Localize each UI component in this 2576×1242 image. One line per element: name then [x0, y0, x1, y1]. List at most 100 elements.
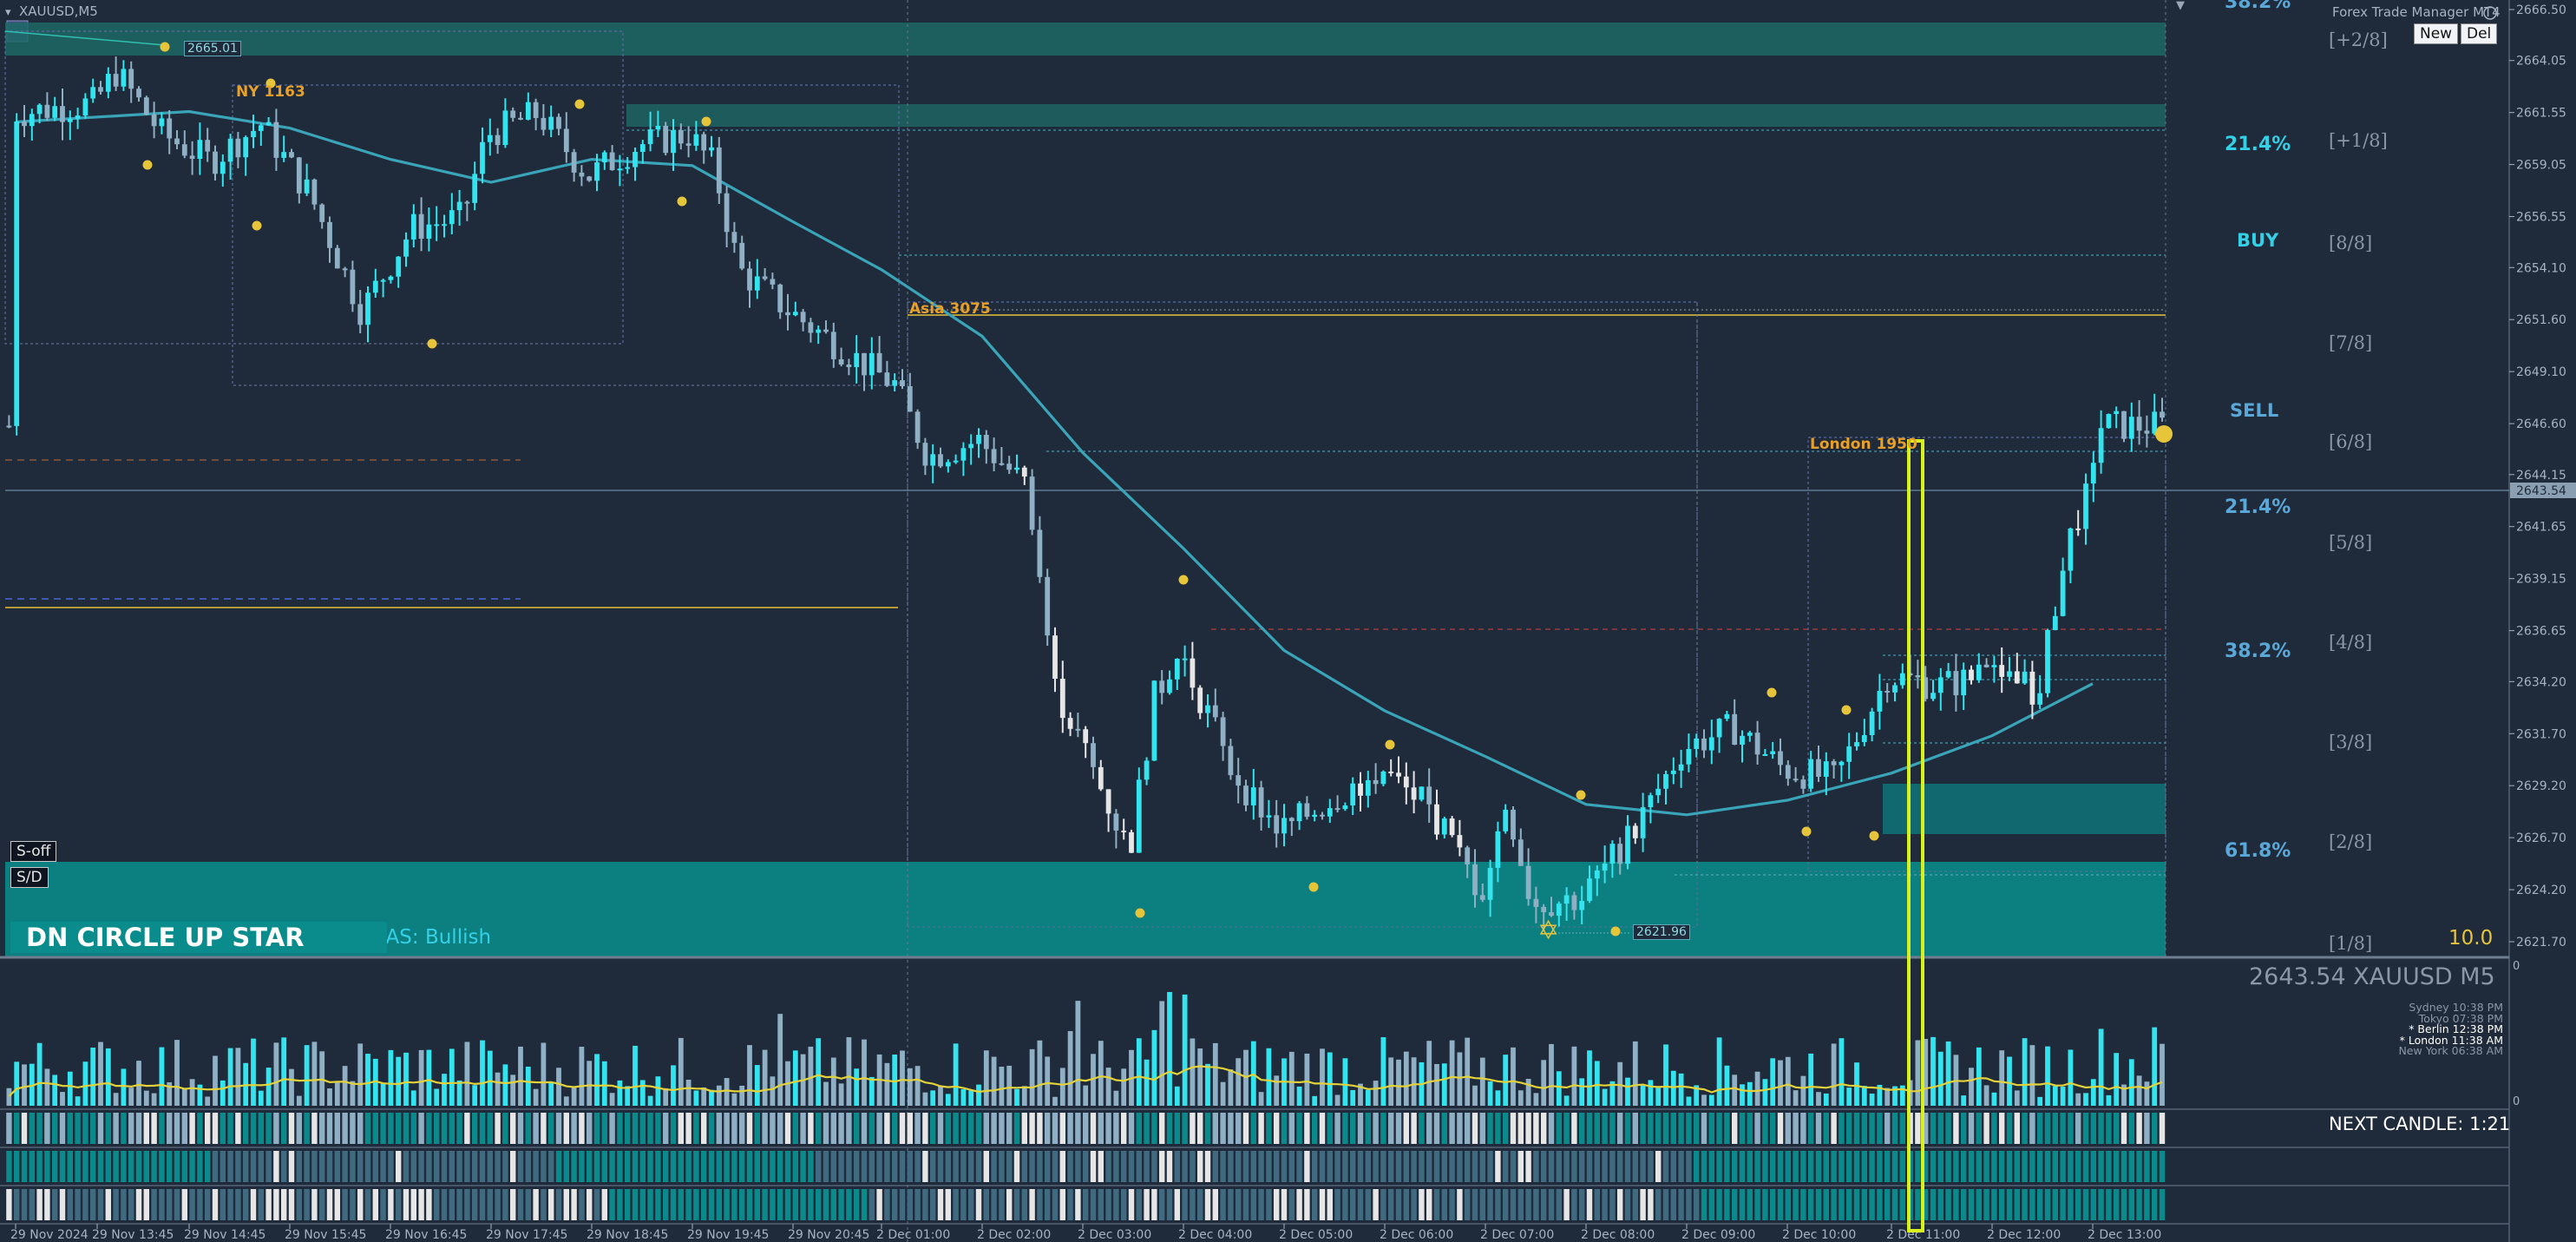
- indicator-cell: [731, 1189, 737, 1220]
- indicator-cell: [1457, 1151, 1463, 1182]
- candle: [1236, 775, 1242, 786]
- indicator-cell: [1037, 1151, 1043, 1182]
- indicator-cell: [1357, 1113, 1364, 1144]
- indicator-cell: [587, 1113, 593, 1144]
- murrey-level-label: [1/8]: [2329, 933, 2373, 954]
- volume-bar: [1517, 1090, 1524, 1106]
- indicator-cell: [1754, 1151, 1760, 1182]
- sd-button[interactable]: S/D: [10, 867, 49, 888]
- volume-bar: [2152, 1027, 2158, 1106]
- candle: [403, 239, 409, 257]
- indicator-cell: [1968, 1189, 1975, 1220]
- volume-bar: [2114, 1053, 2120, 1106]
- volume-bar: [2045, 1046, 2050, 1106]
- volume-bar: [1021, 1086, 1027, 1106]
- volume-bar: [1296, 1086, 1302, 1106]
- del-button[interactable]: Del: [2461, 23, 2498, 44]
- indicator-cell: [1128, 1189, 1135, 1220]
- volume-bar: [1190, 1038, 1196, 1106]
- indicator-cell: [97, 1189, 104, 1220]
- fractal-dot: [252, 220, 262, 231]
- indicator-cell: [1281, 1113, 1288, 1144]
- volume-bar: [60, 1092, 65, 1106]
- indicator-cell: [388, 1113, 394, 1144]
- indicator-cell: [1350, 1151, 1356, 1182]
- volume-bar: [1740, 1084, 1745, 1106]
- indicator-cell: [1937, 1189, 1943, 1220]
- indicator-cell: [372, 1151, 378, 1182]
- candle: [1274, 815, 1280, 834]
- candle: [1205, 705, 1210, 713]
- indicator-cell: [1853, 1151, 1860, 1182]
- indicator-cell: [1877, 1151, 1883, 1182]
- volume-bar: [587, 1061, 593, 1106]
- candle: [128, 69, 134, 89]
- indicator-cell: [1686, 1113, 1692, 1144]
- indicator-cell: [1999, 1189, 2005, 1220]
- indicator-cell: [350, 1151, 356, 1182]
- volume-bar: [1511, 1047, 1516, 1106]
- volume-bar: [472, 1085, 478, 1106]
- window-title: XAUUSD,M5: [19, 3, 98, 19]
- candle: [1250, 787, 1256, 805]
- volume-bar: [151, 1093, 157, 1106]
- indicator-cell: [1747, 1189, 1753, 1220]
- indicator-cell: [2114, 1151, 2120, 1182]
- volume-bar: [518, 1046, 523, 1106]
- indicator-cell: [1754, 1113, 1760, 1144]
- indicator-cell: [739, 1113, 745, 1144]
- candle: [410, 214, 416, 240]
- indicator-cell: [1220, 1151, 1226, 1182]
- indicator-cell: [1304, 1189, 1310, 1220]
- indicator-cell: [1281, 1189, 1288, 1220]
- candle: [388, 276, 394, 280]
- price-axis[interactable]: 2666.502664.052661.552659.052656.552654.…: [2509, 3, 2576, 950]
- dropdown-arrow-icon[interactable]: ▾: [5, 6, 11, 19]
- volume-axis-top: 0: [2513, 960, 2520, 973]
- candle: [1449, 818, 1455, 836]
- volume-bar: [1839, 1038, 1845, 1106]
- indicator-cell: [1136, 1113, 1142, 1144]
- indicator-cell: [739, 1189, 745, 1220]
- candle: [1670, 770, 1676, 774]
- candle: [1258, 787, 1264, 818]
- indicator-cell: [1449, 1189, 1455, 1220]
- indicator-cell: [82, 1189, 88, 1220]
- indicator-cell: [1449, 1151, 1455, 1182]
- indicator-cell: [2037, 1151, 2043, 1182]
- indicator-cell: [1602, 1151, 1608, 1182]
- info-icon[interactable]: [2483, 6, 2497, 20]
- fib-label-21-upper: 21.4%: [2225, 134, 2291, 155]
- indicator-cell: [2044, 1151, 2051, 1182]
- new-button[interactable]: New: [2414, 23, 2459, 44]
- indicator-cell: [1815, 1189, 1822, 1220]
- volume-bar: [1640, 1085, 1646, 1106]
- indicator-cell: [2014, 1113, 2020, 1144]
- indicator-cell: [372, 1113, 378, 1144]
- volume-bar: [487, 1050, 493, 1106]
- volume-bar: [1059, 1068, 1065, 1106]
- indicator-cell: [1190, 1113, 1196, 1144]
- indicator-cell: [517, 1151, 524, 1182]
- indicator-cell: [2037, 1113, 2043, 1144]
- s-off-button[interactable]: S-off: [10, 841, 57, 862]
- indicator-cell: [487, 1151, 493, 1182]
- indicator-cell: [334, 1113, 340, 1144]
- indicator-cell: [1945, 1151, 1951, 1182]
- candle: [14, 121, 20, 426]
- volume-bar: [90, 1048, 96, 1106]
- indicator-cell: [1151, 1113, 1157, 1144]
- indicator-cell: [2128, 1151, 2134, 1182]
- indicator-cell: [403, 1189, 410, 1220]
- candle: [52, 106, 58, 118]
- session-box: [4, 30, 624, 345]
- indicator-cell: [326, 1113, 333, 1144]
- time-axis[interactable]: 29 Nov 2024 29 Nov 13:45 29 Nov 14:45 29 No…: [10, 1224, 2161, 1242]
- indicator-cell: [456, 1189, 462, 1220]
- fractal-dot: [574, 99, 585, 109]
- indicator-cell: [724, 1151, 730, 1182]
- indicator-cell: [143, 1189, 149, 1220]
- indicator-cell: [655, 1151, 661, 1182]
